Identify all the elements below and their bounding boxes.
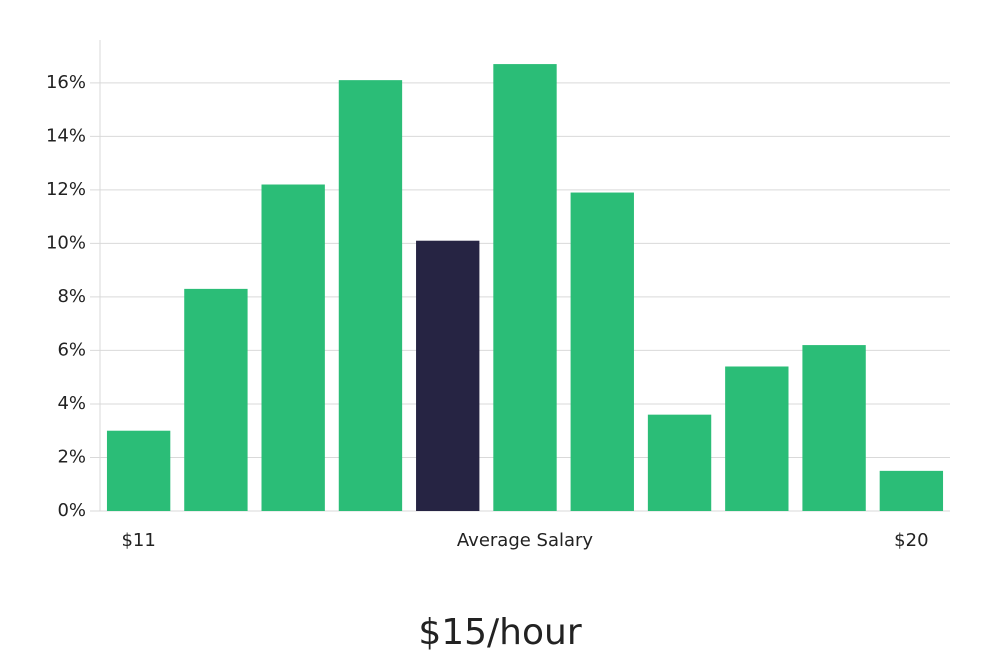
y-tick-label: 2% xyxy=(57,446,86,467)
x-tick-label: Average Salary xyxy=(457,530,594,551)
x-tick-label: $11 xyxy=(121,530,155,551)
y-tick-label: 0% xyxy=(57,500,86,521)
bar xyxy=(879,470,944,511)
bar xyxy=(338,80,403,512)
y-tick-label: 6% xyxy=(57,339,86,360)
bar xyxy=(106,430,171,511)
x-tick-label: $20 xyxy=(894,530,928,551)
y-tick-label: 12% xyxy=(46,179,86,200)
bar xyxy=(416,240,480,512)
y-tick-label: 4% xyxy=(57,393,86,414)
bar xyxy=(261,184,325,512)
y-tick-label: 16% xyxy=(46,72,86,93)
bar xyxy=(493,64,557,511)
y-tick-label: 8% xyxy=(57,286,86,307)
bar xyxy=(802,345,866,511)
bar xyxy=(570,192,634,511)
bar xyxy=(725,366,789,511)
y-tick-label: 10% xyxy=(46,232,86,253)
y-tick-label: 14% xyxy=(46,125,86,146)
chart-subtitle: $15/hour xyxy=(418,612,582,653)
bar xyxy=(184,288,248,511)
bar xyxy=(647,414,712,511)
